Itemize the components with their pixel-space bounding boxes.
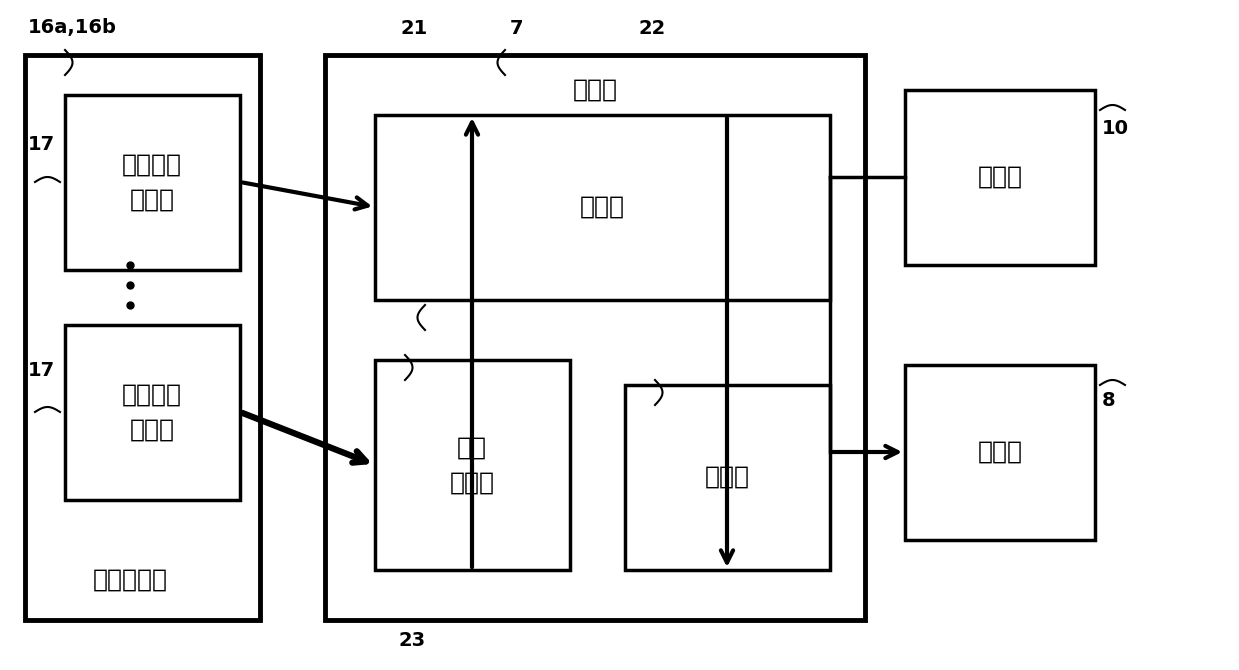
Text: 8: 8 [1101, 391, 1115, 409]
Text: 运算部: 运算部 [580, 195, 624, 219]
Text: 位移检测部: 位移检测部 [93, 568, 167, 592]
Text: 7: 7 [510, 19, 524, 38]
Bar [25, 55, 260, 620]
Text: 控制部: 控制部 [572, 78, 617, 102]
Bar [64, 325, 240, 500]
Text: 监视部: 监视部 [978, 165, 1022, 189]
Bar [325, 55, 865, 620]
Text: 17: 17 [28, 135, 55, 155]
Text: 驱动部: 驱动部 [978, 440, 1022, 464]
Bar [375, 360, 570, 570]
Text: 位移检测
传感器: 位移检测 传感器 [121, 152, 182, 212]
Text: 23: 23 [398, 630, 425, 649]
Bar [904, 365, 1095, 540]
Bar [904, 90, 1095, 265]
Text: 22: 22 [638, 19, 665, 38]
Text: 记录部: 记录部 [705, 465, 750, 489]
Text: 21: 21 [400, 19, 427, 38]
Text: 信号
接收部: 信号 接收部 [450, 436, 494, 494]
Bar [375, 115, 830, 300]
Text: 17: 17 [28, 360, 55, 379]
Text: 16a,16b: 16a,16b [28, 19, 116, 38]
Text: 位移检测
传感器: 位移检测 传感器 [121, 383, 182, 442]
Bar [624, 385, 830, 570]
Text: 10: 10 [1101, 119, 1129, 137]
Bar [64, 95, 240, 270]
